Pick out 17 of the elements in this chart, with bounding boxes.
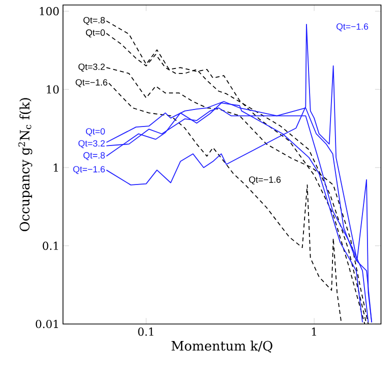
y-tick-label: 10 (46, 85, 59, 94)
series-label: Qt=−1.6 (76, 79, 108, 88)
series-label: Qt=.8 (83, 16, 105, 25)
annotation: Qt=−1.6 (336, 23, 368, 32)
series-label: Qt=0 (86, 29, 105, 38)
series-label: Qt=0 (86, 128, 105, 136)
series-label: Qt=3.2 (78, 64, 105, 72)
y-tick-label: 1 (54, 164, 58, 172)
x-axis-title: Momentum k/Q (172, 340, 272, 353)
y-tick-label: 100 (40, 7, 59, 16)
y-axis-title: Occupancy g$^{2}$N$_{c}$ f(k) (18, 98, 32, 232)
series-label: Qt=−1.6 (73, 166, 105, 174)
series-label: Qt=3.2 (78, 140, 105, 148)
y-tick-label: 0.1 (42, 242, 58, 250)
y-tick-label: 0.01 (36, 320, 58, 328)
annotation: Qt=−1.6 (249, 176, 281, 184)
series-label: Qt=.8 (83, 152, 105, 160)
